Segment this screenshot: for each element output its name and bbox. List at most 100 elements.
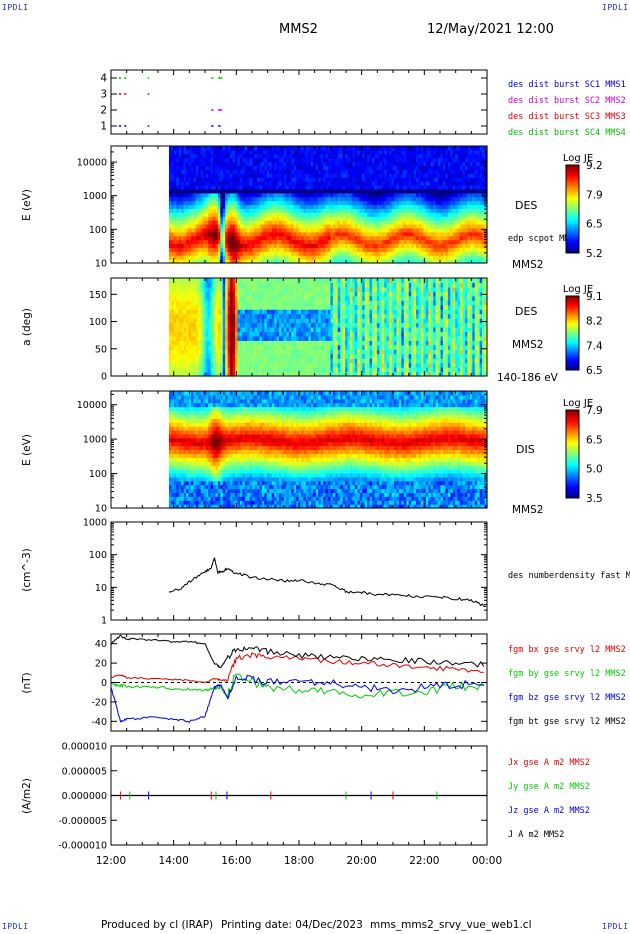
current-ytick-label: -0.000005 [58,816,107,827]
current-legend-entry: Jy gse A m2 MMS2 [508,782,590,792]
dis-energy-ytick-label: 10000 [77,400,107,411]
current-ytick-label: 0.000000 [62,791,107,802]
dis-energy-colorbar-frame [565,409,580,499]
corner-label-top-right: IPDLI [602,3,629,12]
dis-energy-ylabel: E (eV) [21,434,33,466]
bfield-series-bt [110,634,485,669]
des-energy-colorbar-frame [565,164,580,254]
dis-energy-colorbar-tick-label: 7.9 [586,405,603,417]
burst-ytick-label: 4 [100,73,107,85]
density-legend-entry: des numberdensity fast M [508,571,630,581]
dis-energy-ytick-label: 100 [89,469,107,480]
time-axis-tick-label: 22:00 [409,855,439,867]
density-ylabel: (cm^-3) [21,548,33,591]
current-legend-entry: Jx gse A m2 MMS2 [508,758,590,768]
dis-energy-colorbar [566,410,579,499]
bfield-ylabel: (nT) [21,672,33,693]
bfield-ytick-label: -40 [91,717,107,728]
des-pitch-ylabel: a (deg) [21,308,33,346]
density-ytick-label: 1 [101,616,107,627]
dis-energy-colorbar-tick-label: 6.5 [586,434,603,446]
des-energy-colorbar [566,165,579,254]
datetime-title: 12/May/2021 12:00 [427,22,554,37]
bfield-legend-entry: fgm bt gse srvy l2 MMS2 [508,717,626,727]
des-energy-ytick-label: 1000 [83,191,107,202]
dis-energy-ytick-label: 10 [95,504,107,515]
corner-label-bottom-right: IPDLI [602,922,629,931]
des-pitch-spacecraft-label: MMS2 [512,339,543,351]
time-axis-tick-label: 20:00 [347,855,377,867]
burst-ytick-label: 1 [100,121,107,133]
dis-energy-heatmap-image [168,391,488,509]
des-pitch-instrument-label: DES [515,305,537,318]
density-ytick-label: 100 [89,550,107,561]
bfield-legend-entry: fgm bz gse srvy l2 MMS2 [508,693,626,703]
des-pitch-colorbar-tick-label: 8.2 [586,316,603,328]
dis-energy-ytick-label: 1000 [83,435,107,446]
density-ytick-label: 10 [95,583,107,594]
burst-ytick-label: 3 [100,89,107,101]
des-pitch-colorbar-frame [565,295,580,371]
bfield-ytick-label: -20 [91,697,107,708]
des-pitch-colorbar-tick-label: 7.4 [586,340,603,352]
time-axis-tick-label: 16:00 [221,855,251,867]
burst-frame [110,69,488,135]
bfield-ytick-label: 20 [95,659,107,670]
time-axis-tick-label: 18:00 [284,855,314,867]
time-axis-tick-label: 12:00 [96,855,126,867]
des-pitch-heatmap-image [168,278,488,377]
burst-legend-entry: des dist burst SC2 MMS2 [508,96,626,106]
des-energy-heatmap-image [168,146,488,264]
footer-filename: mms_mms2_srvy_vue_web1.cl [370,919,532,931]
des-pitch-colorbar [566,296,579,371]
des-energy-ytick-label: 10 [95,259,107,270]
dis-energy-colorbar-tick-label: 3.5 [586,493,603,505]
time-axis-tick-label: 14:00 [159,855,189,867]
bfield-series-by [110,673,484,699]
des-pitch-energy-label: 140-186 eV [497,372,559,384]
des-pitch-ytick-label: 100 [89,317,107,328]
des-energy-ytick-label: 100 [89,225,107,236]
burst-legend-entry: des dist burst SC4 MMS4 [508,128,626,138]
current-legend-entry: Jz gse A m2 MMS2 [508,806,590,816]
des-energy-spacecraft-label: MMS2 [512,259,543,271]
current-ytick-label: -0.000010 [58,841,107,852]
density-series-line [168,556,487,608]
burst-legend-entry: des dist burst SC1 MMS1 [508,80,626,90]
des-pitch-ytick-label: 50 [95,344,107,355]
dis-energy-instrument-label: DIS [516,443,535,456]
des-energy-ylabel: E (eV) [21,189,33,221]
des-energy-colorbar-title: Log JE [563,153,593,164]
des-pitch-colorbar-tick-label: 6.5 [586,365,603,377]
des-pitch-colorbar-title: Log JE [563,284,593,295]
bfield-legend-entry: fgm bx gse srvy l2 MMS2 [508,645,626,655]
footer-printing-date: Printing date: 04/Dec/2023 [221,919,363,931]
corner-label-bottom-left: IPDLI [2,922,29,931]
des-energy-colorbar-tick-label: 5.2 [586,248,603,260]
burst-legend-entry: des dist burst SC3 MMS3 [508,112,626,122]
density-ytick-label: 1000 [83,518,107,529]
current-ylabel: (A/m2) [21,778,33,814]
dis-energy-colorbar-title: Log JE [563,398,593,409]
des-energy-overlay-label: edp scpot MMS2 [508,234,580,244]
bfield-series-bx [110,652,484,684]
spacecraft-title: MMS2 [279,22,318,37]
footer-produced-by: Produced by cl (IRAP) [101,919,214,931]
des-pitch-ytick-label: 0 [101,372,107,383]
des-energy-instrument-label: DES [515,199,537,212]
bfield-legend-entry: fgm by gse srvy l2 MMS2 [508,669,626,679]
current-ytick-label: 0.000010 [62,742,107,753]
bfield-series-bz [110,674,484,724]
corner-label-top-left: IPDLI [2,3,29,12]
bfield-ytick-label: 0 [101,678,107,689]
current-legend-entry: J A m2 MMS2 [508,830,564,840]
des-energy-ytick-label: 10000 [77,158,107,169]
des-energy-colorbar-tick-label: 9.2 [586,160,603,172]
des-energy-colorbar-tick-label: 7.9 [586,189,603,201]
density-frame [110,521,488,621]
bfield-ytick-label: 40 [95,639,107,650]
dis-energy-colorbar-tick-label: 5.0 [586,464,603,476]
des-pitch-colorbar-tick-label: 9.1 [586,291,603,303]
dis-energy-spacecraft-label: MMS2 [512,504,543,516]
